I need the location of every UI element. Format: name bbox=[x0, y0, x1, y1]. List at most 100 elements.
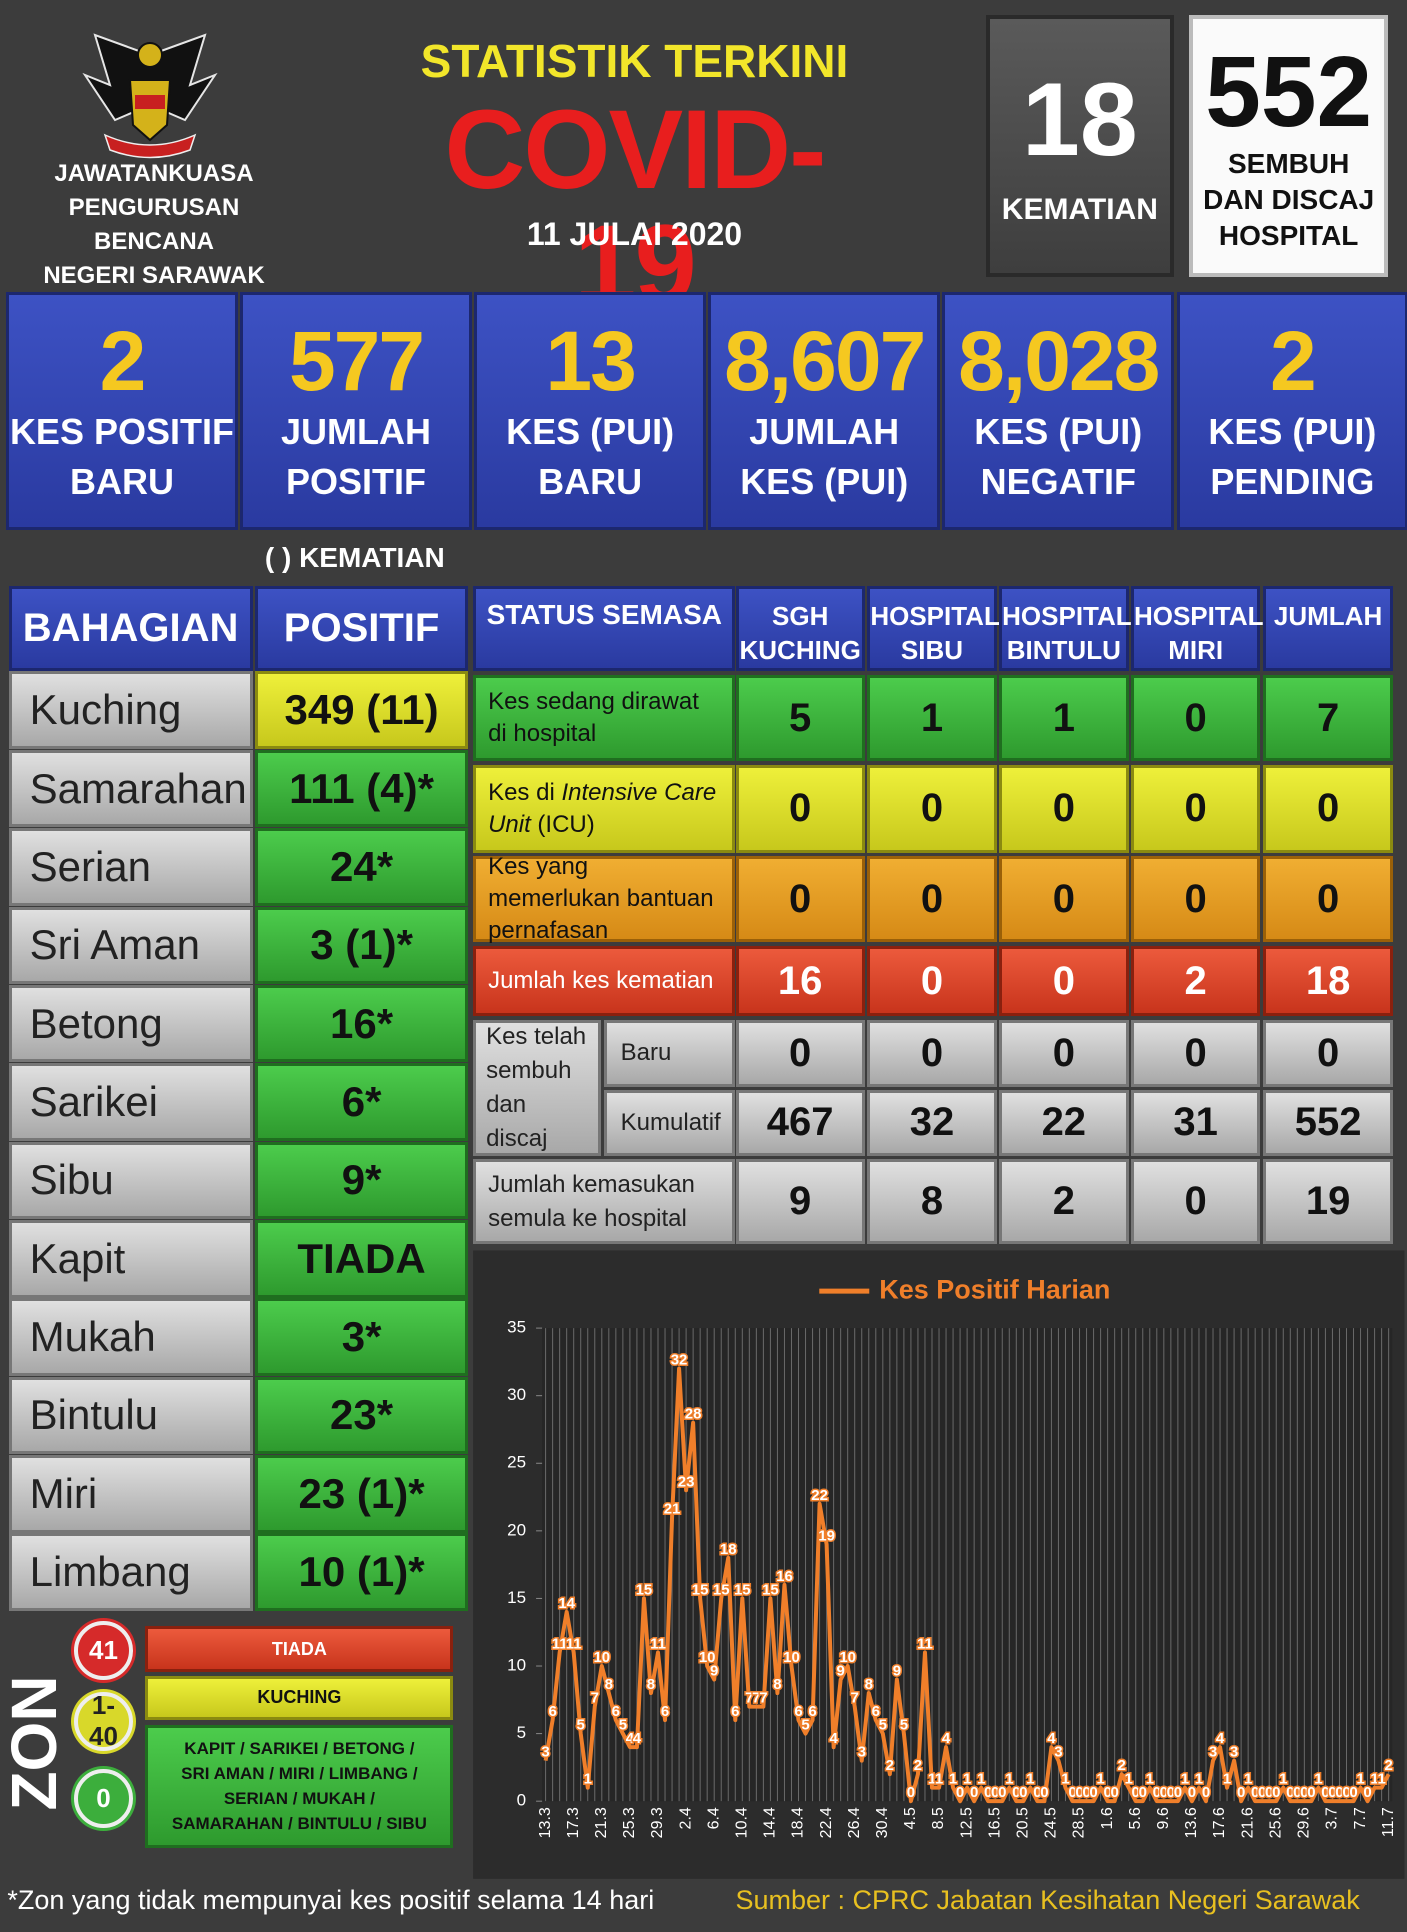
status-cell: 18 bbox=[1262, 946, 1394, 1017]
recovered-group-text: Kes telah sembuh dan discaj bbox=[486, 1022, 587, 1152]
stat-label: KES (PUI) bbox=[740, 460, 909, 502]
division-name-text: Serian bbox=[29, 842, 152, 890]
division-count-text: 6* bbox=[341, 1078, 382, 1125]
x-tick-label: 11.7 bbox=[1380, 1807, 1397, 1837]
status-value: 0 bbox=[789, 1030, 812, 1075]
y-tick-label: 20 bbox=[507, 1520, 526, 1539]
data-label: 0 bbox=[1237, 1784, 1245, 1801]
status-value: 0 bbox=[1184, 786, 1207, 831]
data-label: 1 bbox=[928, 1771, 936, 1788]
x-tick-label: 21.6 bbox=[1239, 1807, 1256, 1838]
status-cell: 0 bbox=[735, 856, 865, 943]
status-value: 2 bbox=[1052, 1179, 1075, 1224]
status-cell: 1 bbox=[999, 675, 1129, 762]
data-label: 11 bbox=[552, 1635, 568, 1652]
data-label: 0 bbox=[970, 1784, 978, 1801]
data-label: 4 bbox=[942, 1730, 951, 1747]
status-label-text: Kes sedang dirawat di hospital bbox=[488, 686, 720, 750]
status-value: 19 bbox=[1305, 1179, 1351, 1224]
y-tick-label: 5 bbox=[517, 1723, 526, 1742]
division-count-text: 16* bbox=[330, 999, 394, 1047]
status-cell: 0 bbox=[999, 765, 1129, 853]
status-label-part: Kes di bbox=[488, 778, 562, 806]
zone-count: 41 bbox=[73, 1621, 134, 1681]
x-tick-label: 1.6 bbox=[1099, 1807, 1116, 1829]
status-cell: 0 bbox=[867, 856, 997, 943]
zone-count: 1-40 bbox=[73, 1690, 134, 1751]
data-label: 5 bbox=[619, 1717, 627, 1734]
data-label: 9 bbox=[893, 1663, 901, 1680]
status-cell: 31 bbox=[1130, 1090, 1261, 1156]
data-label: 0 bbox=[1293, 1784, 1301, 1801]
division-name: Samarahan bbox=[8, 749, 253, 828]
stat-card: 2 KES POSITIF BARU bbox=[6, 291, 238, 530]
division-name: Mukah bbox=[8, 1298, 253, 1376]
stat-label: KES (PUI) bbox=[974, 410, 1143, 452]
division-count: TIADA bbox=[255, 1219, 469, 1298]
division-count: 9* bbox=[255, 1141, 469, 1220]
division-count-text: 24* bbox=[330, 842, 394, 890]
status-label-part: Kes yang memerlukan bantuan pernafasan bbox=[488, 853, 714, 945]
data-label: 10 bbox=[783, 1649, 800, 1666]
x-tick-label: 25.3 bbox=[621, 1807, 638, 1838]
data-label: 2 bbox=[914, 1757, 922, 1774]
data-label: 0 bbox=[1082, 1784, 1090, 1801]
stat-card: 8,028 KES (PUI) NEGATIF bbox=[942, 291, 1175, 530]
division-count: 23 (1)* bbox=[255, 1454, 469, 1533]
zone-count-text: 41 bbox=[89, 1635, 118, 1666]
footer-note: *Zon yang tidak mempunyai kes positif se… bbox=[7, 1884, 655, 1915]
x-tick-label: 4.5 bbox=[902, 1807, 919, 1829]
status-value: 0 bbox=[920, 958, 944, 1003]
data-label: 15 bbox=[636, 1581, 653, 1598]
data-label: 7 bbox=[851, 1690, 859, 1707]
data-label: 11 bbox=[566, 1635, 582, 1652]
division-count-text: 3* bbox=[341, 1313, 382, 1361]
data-label: 10 bbox=[699, 1649, 716, 1666]
division-name-text: Sri Aman bbox=[29, 921, 201, 969]
title: COVID-19 bbox=[444, 87, 826, 328]
status-cell: 0 bbox=[999, 856, 1129, 943]
zone-title: ZON bbox=[0, 1675, 70, 1811]
data-label: 6 bbox=[872, 1703, 880, 1720]
data-label: 6 bbox=[731, 1703, 739, 1720]
x-tick-label: 2.4 bbox=[677, 1807, 694, 1829]
data-label: 15 bbox=[713, 1581, 730, 1598]
status-value: 0 bbox=[920, 1030, 944, 1075]
status-value: 22 bbox=[1041, 1100, 1087, 1145]
x-tick-label: 29.3 bbox=[649, 1807, 666, 1838]
division-header: BAHAGIAN bbox=[8, 586, 253, 672]
status-value: 7 bbox=[1316, 695, 1340, 740]
status-col-header: SGH KUCHING bbox=[735, 586, 865, 672]
status-col-header-text: SIBU bbox=[900, 635, 964, 666]
data-label: 6 bbox=[808, 1703, 816, 1720]
data-label: 1 bbox=[949, 1771, 957, 1788]
status-cell: 22 bbox=[999, 1090, 1129, 1156]
data-label: 1 bbox=[1005, 1771, 1013, 1788]
data-label: 0 bbox=[1174, 1784, 1182, 1801]
data-label: 6 bbox=[794, 1703, 802, 1720]
recovered-label: HOSPITAL bbox=[1218, 219, 1359, 251]
subtitle: STATISTIK TERKINI bbox=[420, 35, 849, 88]
stat-label: KES (PUI) bbox=[506, 410, 675, 452]
x-tick-label: 6.4 bbox=[705, 1807, 722, 1829]
data-label: 0 bbox=[907, 1784, 915, 1801]
division-count-text: 349 (11) bbox=[284, 686, 439, 734]
status-label: Kes yang memerlukan bantuan pernafasan bbox=[473, 853, 736, 945]
division-count-text: 9* bbox=[341, 1156, 382, 1204]
status-col-header-text: MIRI bbox=[1168, 635, 1224, 666]
status-col-header-text: HOSPITAL bbox=[1133, 601, 1264, 632]
data-label: 0 bbox=[1307, 1784, 1315, 1801]
data-label: 0 bbox=[1019, 1784, 1027, 1801]
division-count: 111 (4)* bbox=[255, 749, 469, 828]
status-value: 0 bbox=[1316, 876, 1340, 921]
division-name-text: Limbang bbox=[29, 1548, 191, 1596]
status-value: 0 bbox=[789, 876, 812, 921]
status-sublabel-text: Kumulatif bbox=[620, 1108, 721, 1136]
death-note: ( ) KEMATIAN bbox=[264, 542, 445, 574]
x-tick-label: 9.6 bbox=[1155, 1807, 1172, 1829]
stat-label: JUMLAH bbox=[749, 410, 900, 452]
data-label: 7 bbox=[759, 1690, 767, 1707]
data-label: 0 bbox=[1012, 1784, 1020, 1801]
data-label: 3 bbox=[541, 1744, 549, 1761]
x-tick-label: 3.7 bbox=[1324, 1807, 1341, 1829]
